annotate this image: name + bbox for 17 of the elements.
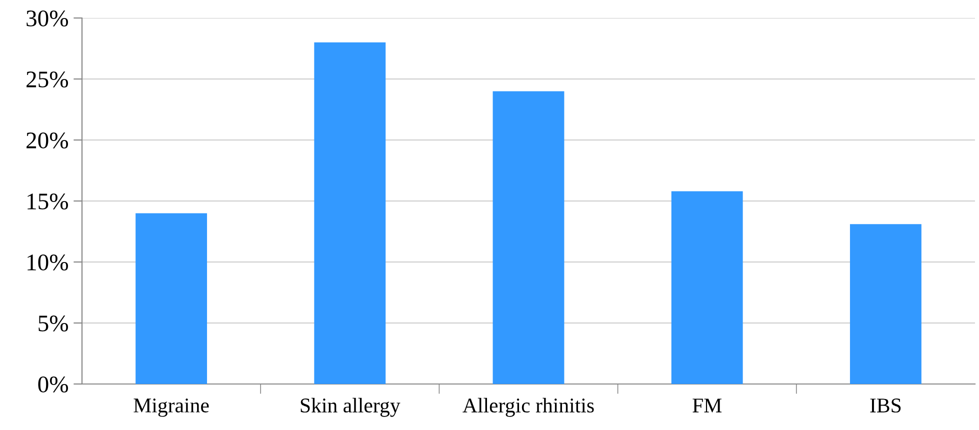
y-tick-label: 15% bbox=[28, 193, 68, 210]
x-tick-label: Skin allergy bbox=[300, 398, 400, 417]
y-tick-label: 5% bbox=[38, 315, 68, 332]
x-tick-label: Allergic rhinitis bbox=[462, 398, 594, 417]
y-tick-label: 30% bbox=[26, 10, 68, 26]
y-tick-label: 0% bbox=[38, 376, 68, 392]
y-tick-label: 10% bbox=[28, 254, 68, 270]
x-tick-label: FM bbox=[692, 398, 722, 412]
y-tick-label: 20% bbox=[26, 132, 68, 148]
bar bbox=[850, 224, 922, 384]
y-tick-label: 25% bbox=[26, 71, 68, 88]
bar bbox=[136, 213, 208, 384]
bar bbox=[671, 191, 743, 384]
x-tick-label: Migraine bbox=[134, 398, 209, 417]
x-tick-label: IBS bbox=[870, 398, 901, 413]
bar bbox=[314, 42, 386, 384]
bar bbox=[492, 91, 564, 384]
